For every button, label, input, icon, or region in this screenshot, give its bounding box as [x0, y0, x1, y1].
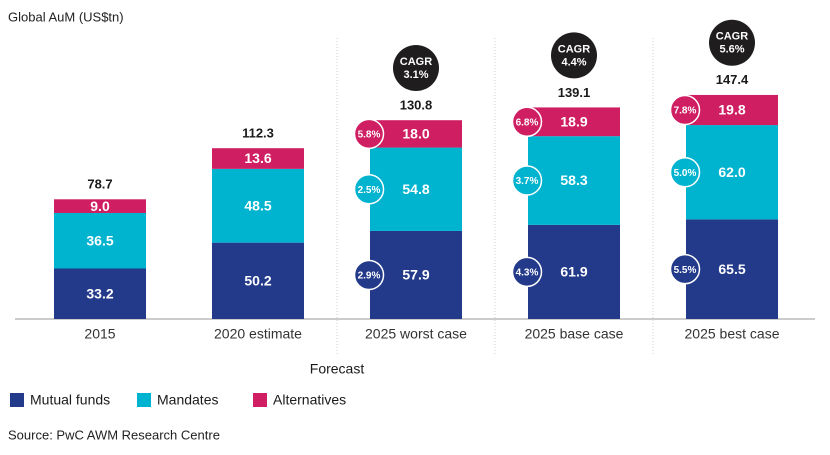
bar-mandates-3 [370, 147, 462, 231]
growth-rate-label: 6.8% [516, 117, 539, 128]
bar-alternatives-3 [370, 120, 462, 148]
cagr-value: 4.4% [561, 56, 586, 68]
bar-value-label: 61.9 [560, 264, 587, 280]
growth-bubble [353, 118, 385, 150]
bar-value-label: 58.3 [560, 172, 587, 188]
bar-value-label: 50.2 [244, 273, 271, 289]
bar-mandates-4 [528, 136, 620, 225]
x-tick-label: 2025 worst case [365, 326, 467, 342]
legend-swatch-alternatives [253, 393, 267, 407]
bar-value-label: 9.0 [90, 198, 110, 214]
bar-mutual-funds-5 [686, 219, 778, 319]
total-value-label: 130.8 [400, 97, 433, 112]
legend-label: Alternatives [273, 392, 346, 408]
growth-rate-label: 5.0% [674, 168, 697, 179]
bar-value-label: 19.8 [718, 102, 745, 118]
growth-bubble [353, 259, 385, 291]
growth-rate-label: 5.8% [358, 130, 381, 141]
bar-alternatives-1 [54, 199, 146, 213]
forecast-label: Forecast [310, 361, 365, 377]
bar-value-label: 13.6 [244, 150, 271, 166]
x-tick-label: 2025 best case [685, 326, 780, 342]
legend-swatch-mutual-funds [10, 393, 24, 407]
legend-swatch-mandates [137, 393, 151, 407]
x-tick-label: 2025 base case [525, 326, 624, 342]
bar-value-label: 33.2 [86, 285, 113, 301]
cagr-bubble [709, 19, 755, 66]
bar-value-label: 57.9 [402, 267, 429, 283]
cagr-bubble [551, 32, 597, 79]
cagr-bubble [393, 45, 439, 92]
growth-bubble [353, 174, 385, 205]
growth-bubble [669, 156, 701, 188]
y-axis-label: Global AuM (US$tn) [8, 9, 124, 24]
bar-mandates-1 [54, 212, 146, 269]
growth-rate-label: 7.8% [674, 106, 697, 117]
bar-mandates-2 [212, 168, 304, 243]
total-value-label: 139.1 [558, 85, 591, 100]
bar-mutual-funds-1 [54, 268, 146, 319]
cagr-label: CAGR [400, 56, 432, 68]
bar-mandates-5 [686, 125, 778, 220]
bar-mutual-funds-3 [370, 230, 462, 319]
growth-bubble [511, 256, 543, 288]
growth-rate-label: 2.9% [358, 271, 381, 282]
total-value-label: 147.4 [716, 72, 749, 87]
source-note: Source: PwC AWM Research Centre [8, 427, 220, 442]
cagr-label: CAGR [558, 43, 590, 55]
bar-value-label: 18.0 [402, 126, 429, 142]
growth-rate-label: 5.5% [674, 265, 697, 276]
legend-label: Mandates [157, 392, 218, 408]
bar-mutual-funds-4 [528, 224, 620, 319]
bar-value-label: 62.0 [718, 164, 745, 180]
x-tick-label: 2015 [84, 326, 115, 342]
cagr-value: 5.6% [719, 44, 744, 56]
bar-value-label: 18.9 [560, 114, 587, 130]
bar-alternatives-2 [212, 148, 304, 169]
growth-bubble [669, 94, 701, 126]
growth-bubble [669, 253, 701, 285]
legend-label: Mutual funds [30, 392, 110, 408]
bar-mutual-funds-2 [212, 242, 304, 319]
bar-value-label: 54.8 [402, 181, 429, 197]
growth-bubble [511, 106, 543, 138]
growth-rate-label: 2.5% [358, 185, 381, 196]
cagr-label: CAGR [716, 31, 748, 43]
total-value-label: 112.3 [242, 126, 274, 141]
bar-alternatives-4 [528, 107, 620, 137]
x-tick-label: 2020 estimate [214, 326, 302, 342]
bar-alternatives-5 [686, 94, 778, 126]
bar-value-label: 65.5 [718, 261, 745, 277]
growth-rate-label: 3.7% [516, 176, 539, 187]
bar-value-label: 36.5 [86, 232, 113, 248]
growth-bubble [511, 165, 543, 196]
cagr-value: 3.1% [403, 69, 428, 81]
bar-value-label: 48.5 [244, 197, 271, 213]
growth-rate-label: 4.3% [516, 268, 539, 279]
total-value-label: 78.7 [87, 177, 112, 192]
